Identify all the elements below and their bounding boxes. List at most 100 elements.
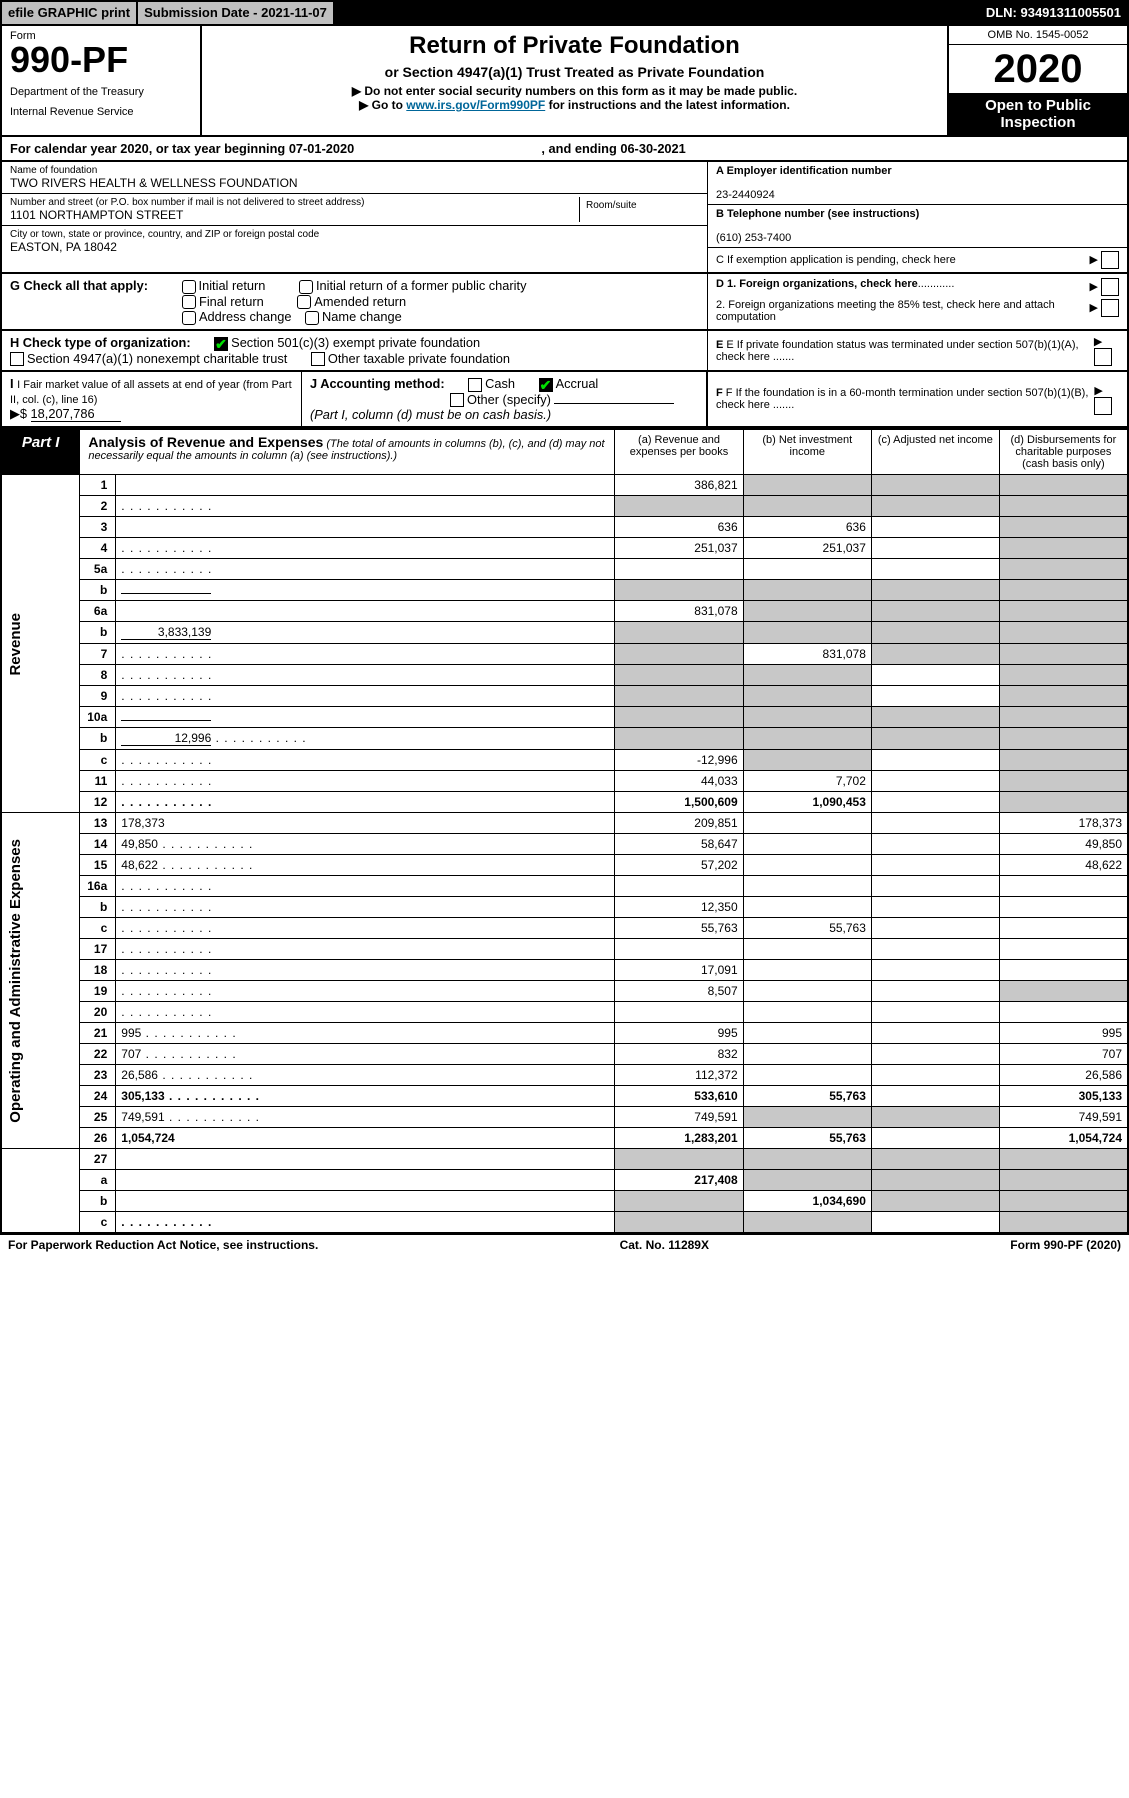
amount-cell: [871, 771, 999, 792]
chk-85pct-test[interactable]: [1101, 299, 1119, 317]
chk-status-terminated[interactable]: [1094, 348, 1112, 366]
amount-cell: [999, 559, 1128, 580]
submission-date: Submission Date - 2021-11-07: [138, 2, 333, 24]
amount-cell: 12,350: [615, 897, 743, 918]
chk-accrual[interactable]: [539, 378, 553, 392]
amount-cell: 995: [999, 1023, 1128, 1044]
foundation-name: TWO RIVERS HEALTH & WELLNESS FOUNDATION: [10, 176, 699, 190]
amount-cell: [615, 728, 743, 750]
h-e-row: H Check type of organization: Section 50…: [0, 331, 1129, 372]
amount-cell: [743, 939, 871, 960]
amount-cell: 57,202: [615, 855, 743, 876]
table-row: 261,054,7241,283,20155,7631,054,724: [1, 1128, 1128, 1149]
amount-cell: -12,996: [615, 750, 743, 771]
line-description: [116, 1191, 615, 1212]
amount-cell: 533,610: [615, 1086, 743, 1107]
chk-initial-former[interactable]: [299, 280, 313, 294]
amount-cell: 707: [999, 1044, 1128, 1065]
exemption-checkbox[interactable]: [1101, 251, 1119, 269]
amount-cell: [615, 644, 743, 665]
amount-cell: [871, 622, 999, 644]
line-number: 21: [80, 1023, 116, 1044]
amount-cell: [615, 939, 743, 960]
line-description: [116, 686, 615, 707]
form-title: Return of Private Foundation: [208, 32, 941, 60]
line-description: [116, 601, 615, 622]
amount-cell: 58,647: [615, 834, 743, 855]
amount-cell: 44,033: [615, 771, 743, 792]
line-number: 8: [80, 665, 116, 686]
ein-value: 23-2440924: [716, 189, 775, 201]
amount-cell: [743, 1023, 871, 1044]
chk-foreign-org[interactable]: [1101, 278, 1119, 296]
line-description: [116, 876, 615, 897]
amount-cell: [743, 601, 871, 622]
chk-initial-return[interactable]: [182, 280, 196, 294]
amount-cell: [743, 686, 871, 707]
amount-cell: [743, 559, 871, 580]
chk-501c3[interactable]: [214, 337, 228, 351]
chk-4947a1[interactable]: [10, 352, 24, 366]
amount-cell: [743, 897, 871, 918]
amount-cell: [615, 1002, 743, 1023]
g-label: G Check all that apply:: [10, 278, 148, 293]
amount-cell: [999, 1149, 1128, 1170]
amount-cell: [743, 622, 871, 644]
line-number: b: [80, 622, 116, 644]
amount-cell: 26,586: [999, 1065, 1128, 1086]
chk-name-change[interactable]: [305, 311, 319, 325]
chk-cash[interactable]: [468, 378, 482, 392]
amount-cell: [743, 855, 871, 876]
line-description: [116, 580, 615, 601]
table-row: 25749,591749,591749,591: [1, 1107, 1128, 1128]
amount-cell: [871, 538, 999, 559]
form-subtitle: or Section 4947(a)(1) Trust Treated as P…: [208, 64, 941, 80]
amount-cell: [871, 813, 999, 834]
header-right: OMB No. 1545-0052 2020 Open to Public In…: [947, 26, 1127, 135]
amount-cell: [871, 1128, 999, 1149]
chk-address-change[interactable]: [182, 311, 196, 325]
amount-cell: [999, 1170, 1128, 1191]
line-number: 13: [80, 813, 116, 834]
amount-cell: 217,408: [615, 1170, 743, 1191]
amount-cell: [871, 855, 999, 876]
entity-block: Name of foundation TWO RIVERS HEALTH & W…: [0, 162, 1129, 274]
amount-cell: 1,090,453: [743, 792, 871, 813]
irs-link[interactable]: www.irs.gov/Form990PF: [406, 98, 545, 112]
amount-cell: [999, 538, 1128, 559]
line-number: 6a: [80, 601, 116, 622]
line-number: c: [80, 1212, 116, 1234]
amount-cell: [615, 686, 743, 707]
line-description: [116, 792, 615, 813]
amount-cell: [871, 897, 999, 918]
table-row: 21995995995: [1, 1023, 1128, 1044]
omb-number: OMB No. 1545-0052: [949, 26, 1127, 45]
amount-cell: 995: [615, 1023, 743, 1044]
line-description: [116, 707, 615, 728]
amount-cell: [999, 960, 1128, 981]
header-left: Form 990-PF Department of the Treasury I…: [2, 26, 202, 135]
chk-final-return[interactable]: [182, 295, 196, 309]
part1-table: Part I Analysis of Revenue and Expenses …: [0, 428, 1129, 1234]
amount-cell: 17,091: [615, 960, 743, 981]
amount-cell: [999, 601, 1128, 622]
line-description: [116, 981, 615, 1002]
line-description: [116, 750, 615, 771]
amount-cell: 1,283,201: [615, 1128, 743, 1149]
foundation-name-row: Name of foundation TWO RIVERS HEALTH & W…: [2, 162, 707, 194]
amount-cell: [743, 750, 871, 771]
amount-cell: [871, 981, 999, 1002]
amount-cell: [615, 1212, 743, 1234]
chk-60month[interactable]: [1094, 397, 1112, 415]
chk-other-method[interactable]: [450, 393, 464, 407]
section-label: Operating and Administrative Expenses: [1, 813, 80, 1149]
amount-cell: [999, 580, 1128, 601]
table-row: 27: [1, 1149, 1128, 1170]
footer-right: Form 990-PF (2020): [1010, 1238, 1121, 1252]
col-c-header: (c) Adjusted net income: [871, 429, 999, 475]
amount-cell: [615, 665, 743, 686]
chk-amended-return[interactable]: [297, 295, 311, 309]
table-row: 22707832707: [1, 1044, 1128, 1065]
line-description: [116, 771, 615, 792]
chk-other-taxable[interactable]: [311, 352, 325, 366]
